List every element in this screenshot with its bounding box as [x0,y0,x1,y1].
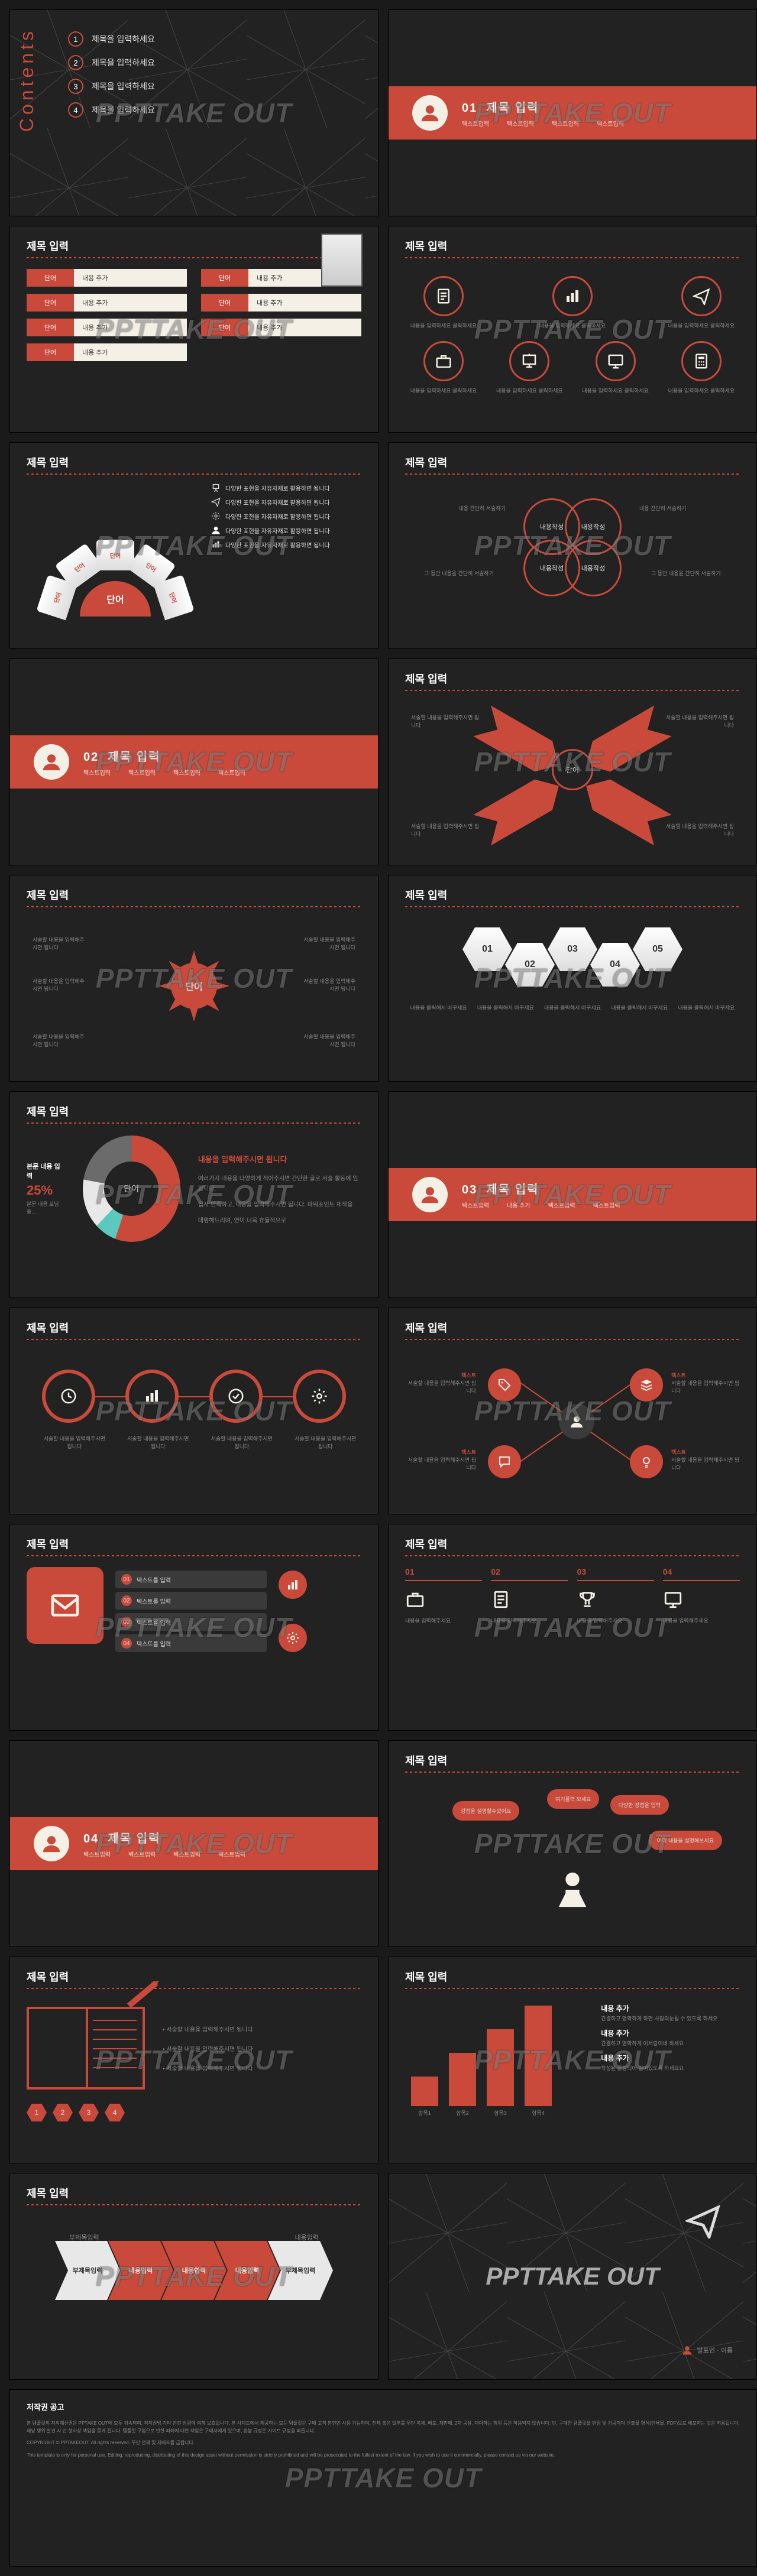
check-icon [209,1370,263,1423]
person-icon [682,2345,693,2356]
calculator-icon [681,341,722,381]
briefcase-icon [423,341,464,381]
document-icon [491,1589,511,1610]
venn-diagram: 내용작성 내용작성 내용작성 내용작성 내용 간단히 서술하기 내용 간단히 서… [405,486,740,617]
bar-list: 내용 추가간결하고 명확하게 하면 사람의눈될 수 있도록 하세요 내용 추가간… [601,2000,740,2106]
slide-steps: 제목 입력 01내용을 입력해주세요 02내용을 입력해주세요 03내용을 입력… [388,1524,757,1731]
paper-plane-icon [685,2203,721,2241]
copyright-text: 저작권 공고 본 템플릿의 지적재산권은 PPTAKE OUT에 모두 귀속되며… [27,2402,740,2460]
fan-diagram: 단어 단어 단어 단어 단어 단어 [27,498,204,617]
monitor-icon [596,341,636,381]
donut-chart [83,1135,180,1242]
slide-venn: 제목 입력 내용작성 내용작성 내용작성 내용작성 내용 간단히 서술하기 내용… [388,442,757,649]
thought-diagram: 강점을 설명할수있어요 여기를력 보세요 다양한 강점을 입력 여러 내용을 설… [405,1783,740,1925]
speaker-icon [552,1863,593,1919]
light-icon [630,1445,663,1478]
chat-icon [488,1445,521,1478]
slide-section-01: 01 제목 입력 텍스트입력 텍스트입력 텍스트입력 텍스트입력 PPTTAKE… [388,9,757,216]
document-icon [423,276,464,316]
slide-hex: 제목 입력 01 02 03 04 05 내용을 클릭해서 바꾸세요 내용을 클… [388,875,757,1082]
paper-plane-icon [681,276,722,316]
toc-num: 1 [68,31,83,47]
star-diagram: 단어 서술할 내용을 입력해주시면 됩니다 서술할 내용을 입력해주시면 됩니다… [27,918,361,1054]
slide-fan: 제목 입력 단어 단어 단어 단어 단어 단어 다양한 표현을 자유자재로 활용… [9,442,378,649]
slide-notebook: 제목 입력 • 서술할 내용을 입력해주시면 됩니다 • 서술할 내용을 입력해… [9,1957,378,2163]
trophy-icon [577,1589,597,1610]
step-row: 01내용을 입력해주세요 02내용을 입력해주세요 03내용을 입력해주세요 0… [405,1567,740,1626]
bar-chart: 항목1 항목2 항목3 항목4 [405,2000,589,2106]
person-icon [34,1826,69,1861]
slide-closing: PPTTAKE OUT 발표인 · 이름 [388,2173,757,2380]
briefcase-icon [405,1589,425,1610]
slide-bars: 제목 입력 항목1 항목2 항목3 항목4 내용 추가간결하고 명확하게 하면 … [388,1957,757,2163]
fan-list: 다양한 표현을 자유자재로 활용하면 됩니다 다양한 표현을 자유자재로 활용하… [211,478,330,554]
bar: 항목1 [411,2077,438,2106]
chart-icon [279,1571,307,1599]
slide-contents: PPTTAKE OUT Contents 1제목을 입력하세요 2제목을 입력하… [9,9,378,216]
notebook-icon [27,2007,145,2090]
stack-icon [630,1368,663,1401]
donut-legend: 본문 내용 입력 25% 본문 내용 로딩중... [27,1159,65,1219]
pencil-icon [127,1981,158,2008]
presentation-icon [509,341,549,381]
chart-icon [125,1370,179,1423]
x-diagram: 단어 서술할 내용을 입력해주시면 됩니다 서술할 내용을 입력해주시면 됩니다… [405,702,740,838]
numbered-list: 01텍스트를 입력 02텍스트를 입력 03텍스트를 입력 04텍스트를 입력 [115,1567,267,1656]
slide-kv: 제목 입력 단어내용 추가 단어내용 추가 단어내용 추가 단어내용 추가 단어… [9,226,378,433]
tag-icon [488,1368,521,1401]
toc-list: 1제목을 입력하세요 2제목을 입력하세요 3제목을 입력하세요 4제목을 입력… [68,31,361,118]
clock-icon [42,1370,95,1423]
slide-section-02: 02 제목 입력 텍스트입력텍스트입력 텍스트입력텍스트입력 PPTTAKE O… [9,658,378,865]
gear-icon [279,1624,307,1652]
slide-icon-rings: 제목 입력 내용을 입력하세요 클릭하세요 내용을 입력하세요 클릭하세요 내용… [388,226,757,433]
hex-bullets: 1 2 3 4 [27,2104,361,2121]
slide-chevrons: 제목 입력 부제목입력 내용입력 부제목입력 내용입력 내용입력 내용입력 부제… [9,2173,378,2380]
slide-think: 제목 입력 강점을 설명할수있어요 여기를력 보세요 다양한 강점을 입력 여러… [388,1740,757,1947]
slide-donut: 제목 입력 본문 내용 입력 25% 본문 내용 로딩중... 내용을 입력해주… [9,1091,378,1298]
notebook-list: • 서술할 내용을 입력해주시면 됩니다 • 서술할 내용을 입력해주시면 됩니… [163,2014,253,2083]
slide-grid: PPTTAKE OUT Contents 1제목을 입력하세요 2제목을 입력하… [0,0,757,2576]
contents-heading: Contents [16,28,38,132]
donut-desc: 내용을 입력해주시면 됩니다 여러가지 내용을 다양하게 적어주시면 간단한 글… [198,1146,361,1232]
chevron-row: 부제목입력 내용입력 내용입력 내용입력 부제목입력 [27,2241,361,2300]
mail-icon [27,1567,103,1644]
slide-ring-row: 제목 입력 서술할 내용을 입력해주시면 됩니다 서술할 내용을 입력해주시면 … [9,1308,378,1514]
hex-chain: 01 02 03 04 05 [405,943,740,987]
person-icon [34,744,69,780]
kv-grid: 단어내용 추가 단어내용 추가 단어내용 추가 단어내용 추가 단어내용 추가 … [27,269,361,361]
slide-x-arrows: 제목 입력 단어 서술할 내용을 입력해주시면 됩니다 서술할 내용을 입력해주… [388,658,757,865]
hub-diagram: 텍스트서술할 내용을 입력해주시면 됩니다 텍스트서술할 내용을 입력해주시면 … [405,1351,740,1493]
toc-label: 제목을 입력하세요 [92,33,155,45]
slide-panel-list: 제목 입력 01텍스트를 입력 02텍스트를 입력 03텍스트를 입력 04텍스… [9,1524,378,1731]
slide-section-03: 03 제목 입력 텍스트입력내용 추가 텍스트입력텍스트입력 PPTTAKE O… [388,1091,757,1298]
slide-star: 제목 입력 단어 서술할 내용을 입력해주시면 됩니다 서술할 내용을 입력해주… [9,875,378,1082]
person-icon [412,95,448,131]
person-icon [412,1177,448,1212]
gear-icon [293,1370,346,1423]
monitor-icon [663,1589,683,1610]
slide-section-04: 04 제목 입력 텍스트입력텍스트입력 텍스트입력텍스트입력 PPTTAKE O… [9,1740,378,1947]
slide-hub: 제목 입력 텍스트서술할 내용을 입력해주시면 됩니다 텍스트서술할 내용을 입… [388,1308,757,1514]
portrait-photo [321,233,363,287]
slide-copyright: 저작권 공고 본 템플릿의 지적재산권은 PPTAKE OUT에 모두 귀속되며… [9,2389,757,2567]
section-band: 01 제목 입력 텍스트입력 텍스트입력 텍스트입력 텍스트입력 [389,86,756,139]
chart-icon [552,276,593,316]
person-icon [559,1404,594,1439]
ring-process: 서술할 내용을 입력해주시면 됩니다 서술할 내용을 입력해주시면 됩니다 서술… [27,1370,361,1423]
